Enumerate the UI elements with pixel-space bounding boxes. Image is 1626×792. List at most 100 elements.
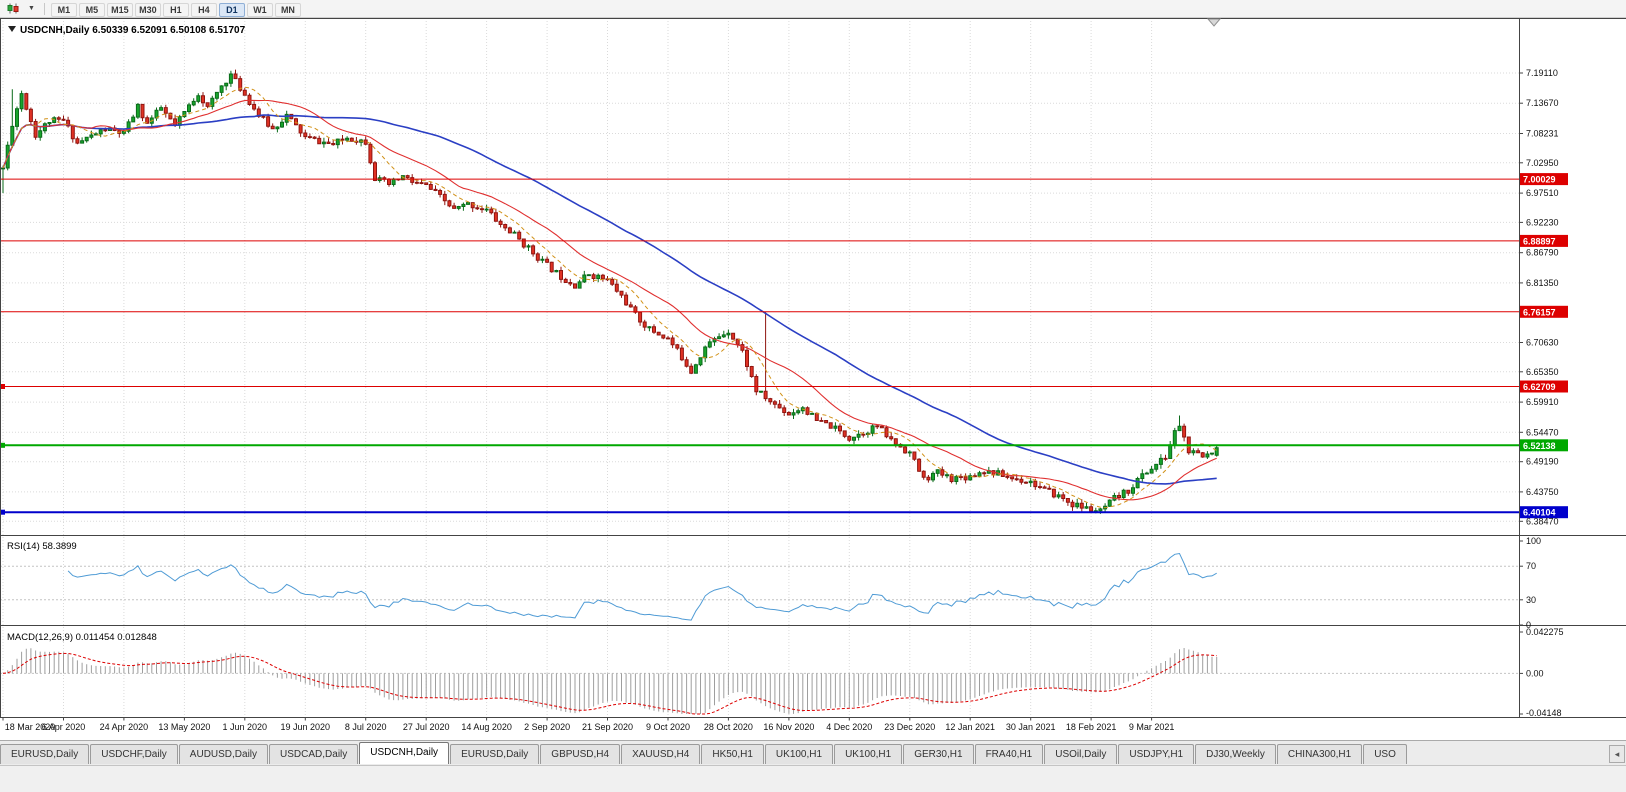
price-scale-label: 6.97510 [1526, 188, 1559, 198]
rsi-scale-label: 100 [1526, 536, 1541, 546]
timeframe-button-h1[interactable]: H1 [162, 2, 189, 17]
price-scale-label: 6.86790 [1526, 248, 1559, 258]
price-scale-label: 6.59910 [1526, 397, 1559, 407]
time-scale-label: 19 Jun 2020 [281, 722, 331, 732]
macd-scale-label: 0.042275 [1526, 627, 1564, 637]
rsi-scale-label: 30 [1526, 595, 1536, 605]
time-scale-label: 24 Apr 2020 [100, 722, 149, 732]
chart-tab-usdcnh-daily[interactable]: USDCNH,Daily [359, 742, 450, 764]
chart-tab-eurusd-daily[interactable]: EURUSD,Daily [450, 744, 540, 764]
chart-overlay-labels: USDCNH,Daily 6.50339 6.52091 6.50108 6.5… [0, 18, 1519, 717]
time-scale-label: 4 Dec 2020 [826, 722, 872, 732]
collapse-arrow-icon[interactable] [8, 26, 16, 32]
rsi-line [67, 552, 1217, 621]
chart-tab-xauusd-h4[interactable]: XAUUSD,H4 [621, 744, 701, 764]
chart-tab-hk50-h1[interactable]: HK50,H1 [701, 744, 764, 764]
time-scale-label: 23 Dec 2020 [884, 722, 935, 732]
chart-tab-uso[interactable]: USO [1363, 744, 1407, 764]
indicator-level-lines [0, 565, 1519, 674]
horizontal-lines-layer [0, 178, 1519, 515]
candlestick-chart-icon [7, 3, 19, 14]
grid-lines [0, 18, 1519, 717]
macd-scale-label: 0.00 [1526, 668, 1544, 678]
timeframe-button-m5[interactable]: M5 [78, 2, 105, 17]
chart-tab-usdjpy-h1[interactable]: USDJPY,H1 [1118, 744, 1195, 764]
macd-signal-line [2, 652, 1217, 715]
price-scale-label: 6.81350 [1526, 278, 1559, 288]
time-scale-label: 8 Jul 2020 [345, 722, 387, 732]
toolbar-separator [43, 2, 45, 15]
chart-tab-ger30-h1[interactable]: GER30,H1 [903, 744, 974, 764]
price-badge-label: 6.88897 [1523, 236, 1556, 246]
up-candle-bodies [1, 73, 1219, 513]
price-badge-6.88897 [1520, 234, 1568, 247]
time-scale-label: 27 Jul 2020 [403, 722, 450, 732]
chart-tab-fra40-h1[interactable]: FRA40,H1 [974, 744, 1044, 764]
chart-plot-area[interactable] [0, 18, 1519, 717]
chart-tab-uk100-h1[interactable]: UK100,H1 [834, 744, 903, 764]
time-scale-label: 9 Oct 2020 [646, 722, 690, 732]
top-toolbar: ▼ M1 M5 M15 M30 H1 H4 D1 W1 MN [0, 0, 1626, 18]
time-scale-label: 30 Jan 2021 [1006, 722, 1056, 732]
timeframe-button-h4[interactable]: H4 [190, 2, 217, 17]
time-scale-label: 1 Jun 2020 [223, 722, 268, 732]
chart-tab-usoil-daily[interactable]: USOil,Daily [1044, 744, 1118, 764]
macd-scale-label: -0.04148 [1526, 708, 1562, 718]
price-scale-label: 6.38470 [1526, 516, 1559, 526]
chart-tab-audusd-daily[interactable]: AUDUSD,Daily [178, 744, 269, 764]
price-scale-label: 6.92230 [1526, 217, 1559, 227]
rsi-scale-label: 70 [1526, 561, 1536, 571]
chart-shift-marker[interactable] [1206, 18, 1222, 27]
new-chart-button[interactable] [4, 2, 23, 16]
rsi-label: RSI(14) 58.3899 [7, 541, 77, 552]
price-scale-label: 6.43750 [1526, 487, 1559, 497]
time-scale-label: 16 Nov 2020 [763, 722, 814, 732]
chart-tabs: EURUSD,Daily USDCHF,Daily AUDUSD,Daily USDC… [0, 741, 1626, 765]
timeframe-button-m1[interactable]: M1 [50, 2, 77, 17]
chart-tab-china300-h1[interactable]: CHINA300,H1 [1276, 744, 1363, 764]
chart-tab-usdchf-daily[interactable]: USDCHF,Daily [90, 744, 178, 764]
timeframe-button-mn[interactable]: MN [274, 2, 301, 17]
time-scale-label: 18 Feb 2021 [1066, 722, 1117, 732]
rsi-pane [67, 552, 1217, 621]
chart-tab-dj30-weekly[interactable]: DJ30,Weekly [1195, 744, 1276, 764]
tabbar-scroll-left-button[interactable]: ◂ [1609, 745, 1625, 763]
ma-20-line [2, 99, 1217, 501]
timeframe-button-d1[interactable]: D1 [218, 2, 245, 17]
time-scale-label: 14 Aug 2020 [461, 722, 512, 732]
time-scale-label: 6 Apr 2020 [42, 722, 86, 732]
status-bar [0, 765, 1626, 792]
price-scale-label: 6.65350 [1526, 367, 1559, 377]
ma-8-line [2, 86, 1217, 509]
chart-tab-eurusd-daily[interactable]: EURUSD,Daily [0, 744, 90, 764]
time-scale-label: 13 May 2020 [158, 722, 210, 732]
price-scale-label: 6.70630 [1526, 338, 1559, 348]
pane-frame [0, 18, 1626, 718]
price-scale-label: 6.54470 [1526, 427, 1559, 437]
macd-histogram [7, 648, 1218, 714]
support-line-6-40104-anchor[interactable] [0, 509, 5, 515]
macd-label: MACD(12,26,9) 0.011454 0.012848 [7, 632, 157, 643]
price-badge-label: 6.76157 [1523, 307, 1556, 317]
timeframe-button-w1[interactable]: W1 [246, 2, 273, 17]
price-scale-label: 7.08231 [1526, 129, 1559, 139]
chart-tab-gbpusd-h4[interactable]: GBPUSD,H4 [540, 744, 621, 764]
chart-dropdown-arrow-icon[interactable]: ▼ [28, 5, 35, 12]
price-scale-label: 7.13670 [1526, 98, 1559, 108]
time-scale-label: 2 Sep 2020 [524, 722, 570, 732]
resistance-line-6-62709-anchor[interactable] [0, 384, 5, 389]
price-badge-label: 6.62709 [1523, 382, 1556, 392]
timeframe-button-m30[interactable]: M30 [134, 2, 161, 17]
chart-tab-usdcad-daily[interactable]: USDCAD,Daily [269, 744, 359, 764]
timeframe-buttons: M1 M5 M15 M30 H1 H4 D1 W1 MN [50, 0, 302, 18]
grid-layer [0, 18, 1519, 717]
chart-tab-uk100-h1[interactable]: UK100,H1 [764, 744, 834, 764]
support-line-6-52138-anchor[interactable] [0, 442, 5, 448]
price-scale-label: 7.19110 [1526, 68, 1558, 78]
timeframe-button-m15[interactable]: M15 [106, 2, 133, 17]
price-badge-6.52138 [1520, 439, 1568, 452]
time-scale-label: 9 Mar 2021 [1129, 722, 1175, 732]
price-badge-6.76157 [1520, 305, 1568, 318]
chart-tabs-bar: EURUSD,Daily USDCHF,Daily AUDUSD,Daily USDC… [0, 740, 1626, 765]
